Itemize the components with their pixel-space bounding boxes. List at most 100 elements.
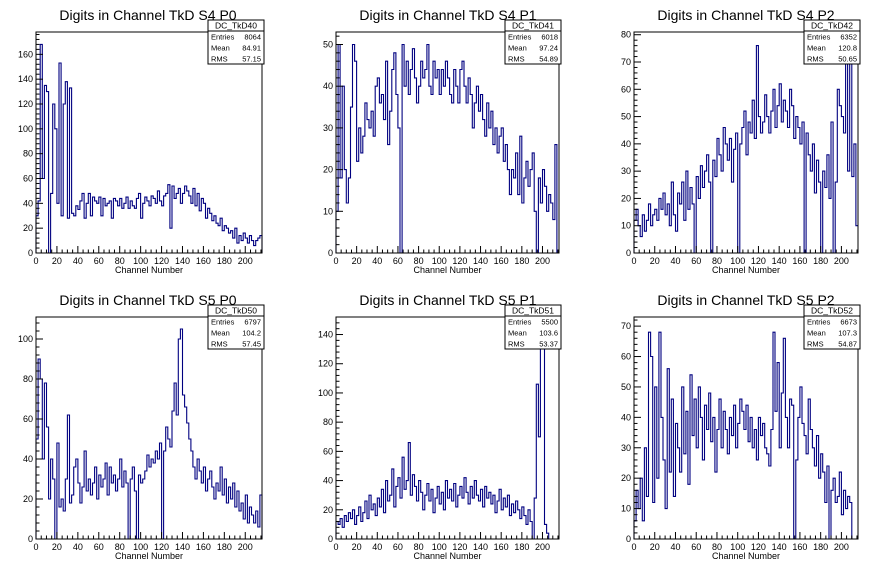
x-tick-label: 80 [414,256,424,266]
stats-label-rms: RMS [211,340,228,349]
stats-label-mean: Mean [508,329,527,338]
stats-box-frame [207,19,265,65]
y-tick-label: 0 [626,248,631,258]
stats-name: DC_TkD41 [512,21,554,31]
histogram-series [633,331,858,540]
x-tick-label: 180 [813,542,828,552]
y-tick-label: 30 [621,166,631,176]
x-tick-label: 160 [494,256,509,266]
stats-value-mean: 103.6 [539,329,558,338]
x-tick-label: 140 [772,542,787,552]
y-tick-label: 20 [323,165,333,175]
stats-value-entries: 8064 [244,33,261,42]
y-tick-label: 40 [323,476,333,486]
stats-value-rms: 57.45 [242,340,261,349]
x-tick-label: 160 [792,542,807,552]
x-tick-label: 40 [670,256,680,266]
stats-box: DC_TkD50 Entries 6797 Mean 104.2 RMS 57.45 [207,304,265,350]
y-tick-label: 0 [28,534,33,544]
y-tick-label: 160 [18,49,33,59]
x-tick-label: 200 [834,542,849,552]
stats-label-rms: RMS [807,340,824,349]
x-tick-label: 80 [115,256,125,266]
stats-label-rms: RMS [807,55,824,64]
x-axis-label: Channel Number [712,265,780,275]
y-tick-label: 40 [323,81,333,91]
plot-frame [35,316,263,540]
y-tick-label: 40 [23,454,33,464]
x-tick-label: 80 [115,542,125,552]
plot-frame [35,31,263,254]
x-tick-label: 40 [372,542,382,552]
x-tick-label: 0 [631,256,636,266]
y-tick-label: 20 [621,473,631,483]
stats-value-rms: 57.15 [242,55,261,64]
stats-box: DC_TkD52 Entries 6673 Mean 107.3 RMS 54.87 [803,304,861,350]
stats-value-mean: 120.8 [838,44,857,53]
stats-value-mean: 107.3 [838,329,857,338]
stats-label-mean: Mean [211,329,230,338]
y-tick-label: 70 [621,321,631,331]
x-tick-label: 100 [432,256,447,266]
x-tick-label: 40 [670,542,680,552]
x-tick-label: 200 [238,542,253,552]
x-tick-label: 140 [772,256,787,266]
y-tick-label: 80 [621,30,631,40]
y-tick-label: 10 [621,221,631,231]
x-tick-label: 160 [792,256,807,266]
y-tick-label: 80 [323,417,333,427]
y-tick-label: 0 [328,534,333,544]
stats-box: DC_TkD40 Entries 8064 Mean 84.91 RMS 57.15 [207,19,265,65]
stats-name: DC_TkD52 [811,306,853,316]
x-tick-label: 0 [33,542,38,552]
x-tick-label: 80 [712,542,722,552]
y-tick-label: 140 [318,330,333,340]
histogram-panel-s5-p1: Digits in Channel TkD S5 P1 0 20 40 60 80 100 1… [318,292,562,561]
y-tick-label: 10 [323,206,333,216]
x-tick-label: 160 [196,542,211,552]
stats-label-entries: Entries [508,33,532,42]
stats-value-rms: 54.89 [539,55,558,64]
chart-title: Digits in Channel TkD S4 P1 [359,7,536,23]
y-tick-label: 50 [621,382,631,392]
stats-label-entries: Entries [211,318,235,327]
histogram-panel-s4-p0: Digits in Channel TkD S4 P0 0 20 40 60 80 100 1… [18,7,265,275]
x-tick-label: 140 [473,256,488,266]
y-tick-label: 100 [318,388,333,398]
y-tick-label: 30 [621,443,631,453]
x-tick-label: 200 [535,256,550,266]
x-tick-label: 100 [432,542,447,552]
stats-value-rms: 50.65 [838,55,857,64]
stats-name: DC_TkD50 [215,306,257,316]
y-tick-label: 20 [323,505,333,515]
stats-label-mean: Mean [211,44,230,53]
stats-label-rms: RMS [211,55,228,64]
stats-value-rms: 53.37 [539,340,558,349]
x-tick-label: 140 [473,542,488,552]
y-tick-label: 60 [23,414,33,424]
stats-value-entries: 5500 [541,318,558,327]
y-tick-label: 80 [23,374,33,384]
y-tick-label: 80 [23,149,33,159]
x-tick-label: 120 [452,542,467,552]
x-tick-label: 160 [494,542,509,552]
x-tick-label: 200 [834,256,849,266]
chart-title: Digits in Channel TkD S4 P2 [657,7,834,23]
stats-label-mean: Mean [807,329,826,338]
x-tick-label: 80 [414,542,424,552]
stats-label-entries: Entries [211,33,235,42]
x-tick-label: 60 [393,542,403,552]
histogram-panel-s5-p0: Digits in Channel TkD S5 P0 0 20 40 60 80 100 1… [18,292,265,561]
stats-name: DC_TkD40 [215,21,257,31]
y-tick-label: 120 [18,99,33,109]
y-tick-label: 40 [621,412,631,422]
x-tick-label: 60 [691,256,701,266]
y-tick-label: 10 [621,504,631,514]
x-tick-label: 60 [94,542,104,552]
stats-value-mean: 84.91 [242,44,261,53]
x-tick-label: 20 [52,256,62,266]
x-tick-label: 180 [514,542,529,552]
x-tick-label: 20 [352,256,362,266]
y-tick-label: 0 [626,534,631,544]
